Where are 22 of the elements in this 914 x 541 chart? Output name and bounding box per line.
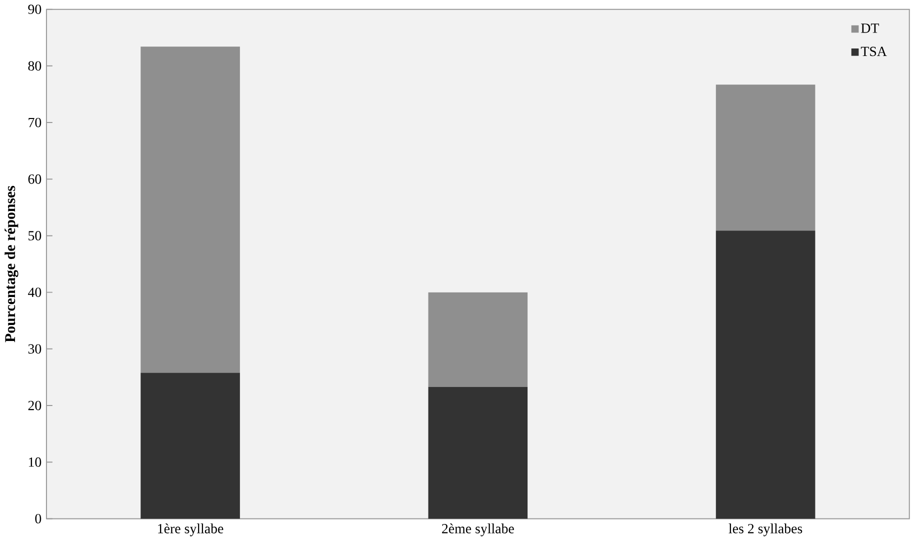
y-axis-title: Pourcentage de réponses — [4, 186, 18, 342]
bar — [716, 230, 816, 519]
y-tick-label: 40 — [28, 288, 42, 298]
y-tick-label: 50 — [28, 231, 42, 240]
y-tick-label: 90 — [28, 4, 42, 14]
x-tick-label: 1ère syllabe — [158, 524, 224, 536]
y-tick-label: 30 — [28, 344, 42, 354]
bar — [716, 84, 816, 231]
y-tick-label: 80 — [28, 61, 42, 71]
y-tick-label: 20 — [28, 400, 42, 410]
y-tick-label: 60 — [28, 174, 42, 184]
bar — [428, 292, 528, 387]
x-tick-label: 2ème syllabe — [442, 524, 514, 536]
bar — [428, 386, 528, 519]
y-tick-label: 70 — [28, 118, 42, 128]
x-tick-label: les 2 syllabes — [728, 524, 802, 536]
legend-label: TSA — [860, 46, 887, 56]
bar — [140, 372, 240, 519]
bar — [140, 46, 240, 373]
y-tick-label: 0 — [35, 514, 42, 524]
y-tick-label: 10 — [28, 457, 42, 467]
legend-label: DT — [861, 24, 879, 33]
